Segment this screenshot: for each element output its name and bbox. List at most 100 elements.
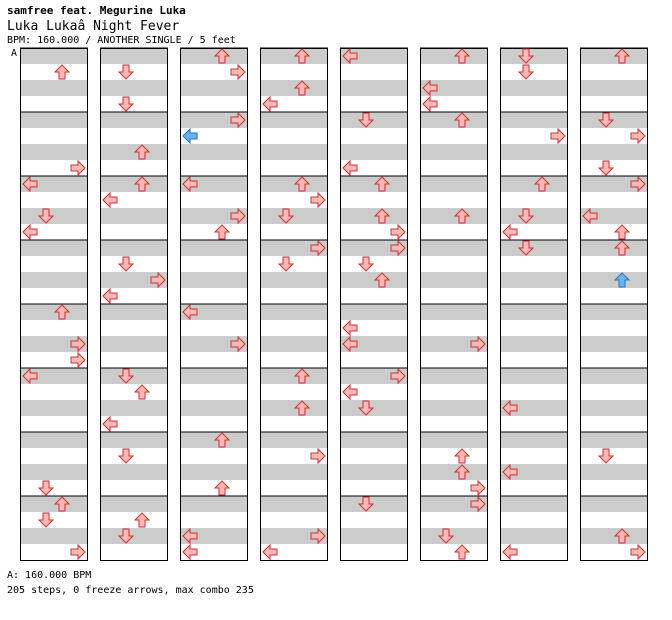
beat-stripe [580,48,648,64]
beat-stripe [100,80,168,96]
beat-stripe [100,464,168,480]
step-arrow-up [613,48,631,64]
step-arrow-up [53,304,71,320]
step-arrow-right [230,63,246,81]
beat-stripe [180,208,248,224]
beat-stripe [260,272,328,288]
step-arrow-down [597,448,615,464]
beat-stripe [420,336,488,352]
beat-stripe [500,144,568,160]
step-arrow-left [182,175,198,193]
beat-stripe [340,48,408,64]
beat-stripe [20,80,88,96]
step-arrow-up [133,144,151,160]
beat-stripe [340,144,408,160]
step-arrow-right [630,543,646,561]
step-arrow-down [517,64,535,80]
beat-stripe [20,336,88,352]
step-arrow-down [357,256,375,272]
beat-stripe [20,240,88,256]
beat-stripe [100,528,168,544]
step-arrow-down [357,400,375,416]
beat-stripe [420,144,488,160]
step-arrow-left [102,191,118,209]
beat-stripe [500,240,568,256]
step-arrow-up [293,80,311,96]
beat-stripe [340,464,408,480]
beat-stripe [420,368,488,384]
beat-stripe [420,304,488,320]
step-arrow-down [117,528,135,544]
step-arrow-right [470,335,486,353]
beat-stripe [100,176,168,192]
bpm-summary: A: 160.000 BPM [7,570,92,581]
beat-stripe [500,432,568,448]
beat-stripe [260,432,328,448]
chart-column [260,47,328,561]
beat-stripe [260,144,328,160]
step-arrow-left [422,95,438,113]
beat-stripe [180,272,248,288]
step-arrow-left [262,95,278,113]
step-arrow-down [517,240,535,256]
beat-stripe [340,528,408,544]
step-arrow-right [230,111,246,129]
step-arrow-right [630,127,646,145]
step-arrow-left [22,175,38,193]
step-arrow-right [70,351,86,369]
chart-column [500,47,568,561]
beat-stripe [580,80,648,96]
beat-stripe [420,528,488,544]
beat-stripe [580,304,648,320]
beat-stripe [500,176,568,192]
step-arrow-right [70,335,86,353]
beat-stripe [100,48,168,64]
step-arrow-up [213,432,231,448]
step-arrow-up [613,240,631,256]
beat-stripe [260,208,328,224]
step-arrow-left [102,287,118,305]
step-arrow-left [102,415,118,433]
column-border [420,48,488,561]
step-arrow-right [470,495,486,513]
step-arrow-left [422,79,438,97]
beat-stripe [180,400,248,416]
step-arrow-left [182,543,198,561]
step-arrow-right [630,175,646,193]
step-arrow-right [310,527,326,545]
beat-stripe [260,368,328,384]
step-arrow-up [373,272,391,288]
step-statistics: 205 steps, 0 freeze arrows, max combo 23… [7,585,254,596]
beat-stripe [100,240,168,256]
beat-stripe [20,496,88,512]
step-arrow-left [502,399,518,417]
step-arrow-up [453,208,471,224]
beat-stripe [20,208,88,224]
step-arrow-right [390,223,406,241]
beat-stripe [260,336,328,352]
beat-stripe [420,240,488,256]
step-arrow-down [277,208,295,224]
beat-stripe [180,496,248,512]
beat-stripe [260,48,328,64]
beat-stripe [180,528,248,544]
beat-stripe [500,80,568,96]
step-arrow-right [70,543,86,561]
beat-stripe [420,112,488,128]
beat-stripe [340,272,408,288]
beat-stripe [580,432,648,448]
beat-stripe [580,240,648,256]
beat-stripe [20,304,88,320]
column-border [100,48,168,561]
step-arrow-up [453,112,471,128]
beat-stripe [580,496,648,512]
step-arrow-left [182,127,198,145]
step-arrow-down [437,528,455,544]
step-arrow-left [502,543,518,561]
step-arrow-right [70,159,86,177]
beat-stripe [500,496,568,512]
step-arrow-down [117,448,135,464]
step-arrow-down [117,368,135,384]
song-title: Luka Lukaâ Night Fever [7,19,180,34]
beat-stripe [20,48,88,64]
